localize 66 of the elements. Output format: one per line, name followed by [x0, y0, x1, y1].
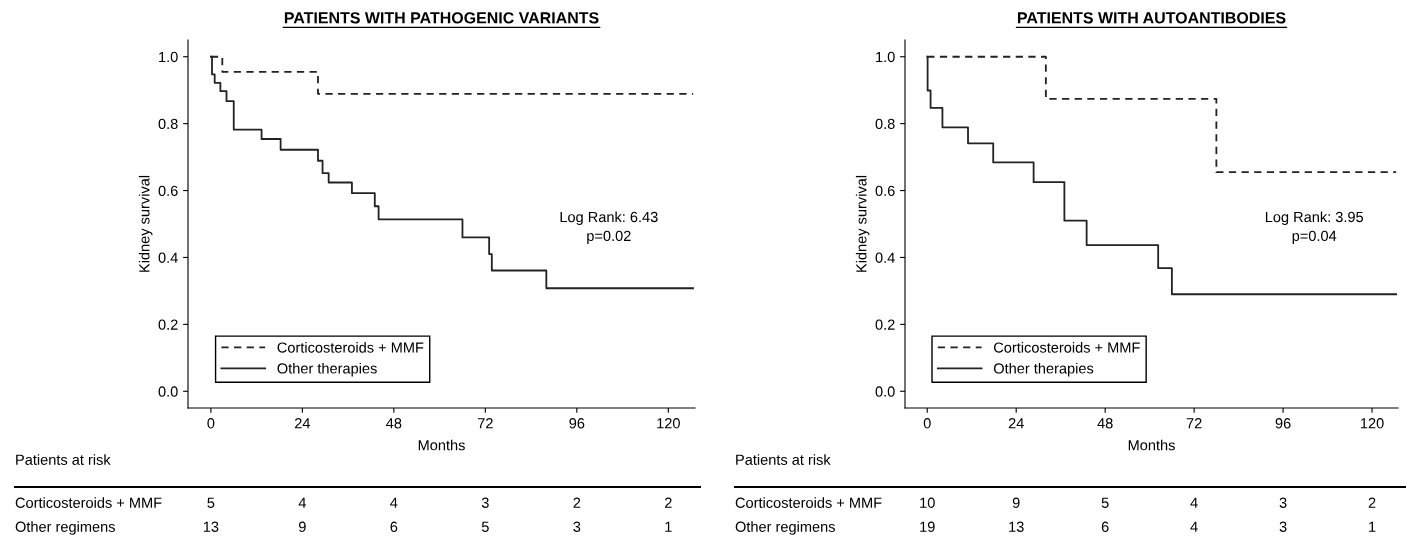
x-tick-label: 0 — [207, 418, 215, 429]
x-tick-label: 24 — [294, 418, 311, 429]
text: Other regimens — [735, 521, 835, 535]
text: Patients at risk — [736, 454, 831, 465]
y-tick-label: 0.6 — [875, 185, 895, 196]
text: 4 — [390, 497, 398, 508]
text: 5 — [481, 521, 489, 532]
x-axis-title: Months — [1128, 439, 1175, 451]
text: 1 — [1369, 521, 1376, 532]
text: 5 — [1101, 497, 1109, 508]
text: 5 — [207, 497, 215, 508]
text: 3 — [1279, 521, 1287, 532]
text: 10 — [920, 497, 935, 508]
x-tick-label: 72 — [1186, 418, 1202, 429]
legend-label: Corticosteroids + MMF — [994, 341, 1140, 353]
text: Patients at risk — [16, 454, 111, 465]
text: 4 — [1190, 521, 1198, 532]
text: 1 — [665, 521, 672, 532]
text: Corticosteroids + MMF — [15, 497, 162, 508]
text: 13 — [1009, 521, 1024, 532]
text: 13 — [203, 521, 219, 532]
text: 4 — [298, 497, 306, 508]
y-tick-label: 0.8 — [158, 118, 178, 130]
x-tick-label: 24 — [1008, 418, 1024, 429]
text: 2 — [664, 497, 672, 508]
legend-label: Other therapies — [277, 362, 377, 377]
text: 3 — [1279, 497, 1287, 508]
chart-title: PATIENTS WITH PATHOGENIC VARIANTS — [284, 12, 599, 24]
x-tick-label: 0 — [923, 418, 931, 429]
text: 6 — [390, 521, 398, 532]
y-tick-label: 1.0 — [876, 51, 895, 63]
y-tick-label: 0.4 — [875, 252, 895, 263]
legend-label: Other therapies — [993, 362, 1094, 377]
y-tick-label: 0.6 — [158, 185, 178, 196]
legend-label: Corticosteroids + MMF — [277, 341, 424, 353]
x-tick-label: 72 — [477, 418, 493, 429]
text: 6 — [1101, 521, 1109, 532]
y-tick-label: 1.0 — [159, 51, 178, 63]
text: 19 — [920, 521, 935, 532]
text: 4 — [1190, 497, 1198, 508]
text: Other regimens — [15, 521, 115, 535]
text: 2 — [1368, 497, 1376, 508]
text: 9 — [1012, 497, 1020, 508]
text: 2 — [573, 497, 581, 508]
chart-title: PATIENTS WITH AUTOANTIBODIES — [1017, 12, 1286, 24]
x-tick-label: 120 — [657, 418, 680, 429]
x-tick-label: 96 — [1275, 418, 1291, 429]
y-tick-label: 0.8 — [875, 118, 895, 130]
text: 3 — [573, 521, 581, 532]
x-tick-label: 120 — [1361, 418, 1384, 429]
y-axis-title: Kidney survival — [138, 175, 153, 272]
annotation: Log Rank: 6.43 p=0.02 — [560, 211, 658, 244]
x-tick-label: 48 — [386, 418, 402, 429]
text: 9 — [298, 521, 306, 532]
y-axis-title: Kidney survival — [855, 175, 870, 272]
y-tick-label: 0.0 — [158, 386, 178, 397]
x-axis-title: Months — [418, 439, 465, 451]
y-tick-label: 0.0 — [875, 386, 895, 397]
x-tick-label: 96 — [569, 418, 585, 429]
y-tick-label: 0.2 — [875, 319, 895, 330]
annotation: Log Rank: 3.95 p=0.04 — [1265, 211, 1364, 244]
text: 3 — [481, 497, 489, 508]
x-tick-label: 48 — [1097, 418, 1113, 429]
y-tick-label: 0.4 — [158, 252, 178, 263]
text: Corticosteroids + MMF — [735, 497, 882, 508]
y-tick-label: 0.2 — [158, 319, 178, 330]
